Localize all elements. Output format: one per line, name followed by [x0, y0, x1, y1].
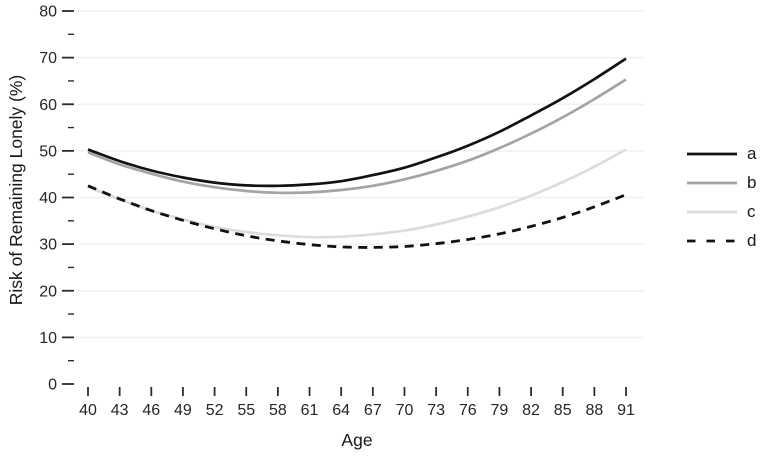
x-tick-label: 61: [301, 402, 319, 419]
x-tick-label: 64: [332, 402, 350, 419]
x-tick-label: 58: [269, 402, 287, 419]
y-tick-label: 20: [39, 283, 57, 300]
legend-key-line-icon: [687, 210, 737, 213]
series-b-line: [87, 78, 627, 195]
x-tick-label: 46: [142, 402, 160, 419]
series-d-line: [87, 184, 627, 249]
legend-key-line-icon: [687, 152, 737, 155]
axis-ticks: [62, 10, 627, 396]
x-tick-label: 52: [206, 402, 224, 419]
legend-label: c: [747, 202, 756, 221]
axis-tick-labels: 0 10 20 30 40 50 60 70 80 40 43 46 49 52 55 58 61 64 67 70 7…: [39, 4, 635, 420]
y-tick-label: 30: [39, 237, 57, 254]
legend-label: a: [747, 144, 757, 163]
legend-key-line-icon: [687, 239, 737, 242]
y-tick-label: 0: [48, 377, 57, 394]
legend: a b c d: [686, 139, 756, 255]
x-tick-label: 40: [79, 402, 97, 419]
x-tick-label: 70: [396, 402, 414, 419]
legend-item: a: [686, 139, 756, 168]
x-tick-label: 91: [617, 402, 635, 419]
legend-item: c: [686, 197, 756, 226]
x-tick-label: 73: [427, 402, 445, 419]
series-c-line: [87, 148, 627, 239]
x-tick-label: 67: [364, 402, 382, 419]
x-tick-label: 49: [174, 402, 192, 419]
legend-label: b: [747, 173, 757, 192]
legend-item: b: [686, 168, 756, 197]
legend-key-line-icon: [687, 181, 737, 184]
y-tick-label: 10: [39, 330, 57, 347]
x-tick-label: 76: [459, 402, 477, 419]
y-tick-label: 40: [39, 190, 57, 207]
legend-item: d: [686, 226, 756, 255]
y-tick-label: 50: [39, 143, 57, 160]
legend-label: d: [747, 231, 757, 250]
y-axis-title: Risk of Remaining Lonely (%): [6, 75, 26, 306]
x-tick-label: 85: [554, 402, 572, 419]
y-tick-label: 60: [39, 97, 57, 114]
x-axis-title: Age: [341, 430, 372, 450]
gridlines: [78, 10, 644, 339]
y-tick-label: 80: [39, 4, 57, 21]
x-tick-label: 88: [585, 402, 603, 419]
series-a-line: [87, 57, 627, 188]
x-tick-label: 43: [111, 402, 129, 419]
x-tick-label: 82: [522, 402, 540, 419]
y-tick-label: 70: [39, 50, 57, 67]
data-series: [87, 57, 627, 249]
x-tick-label: 55: [237, 402, 255, 419]
x-tick-label: 79: [491, 402, 509, 419]
